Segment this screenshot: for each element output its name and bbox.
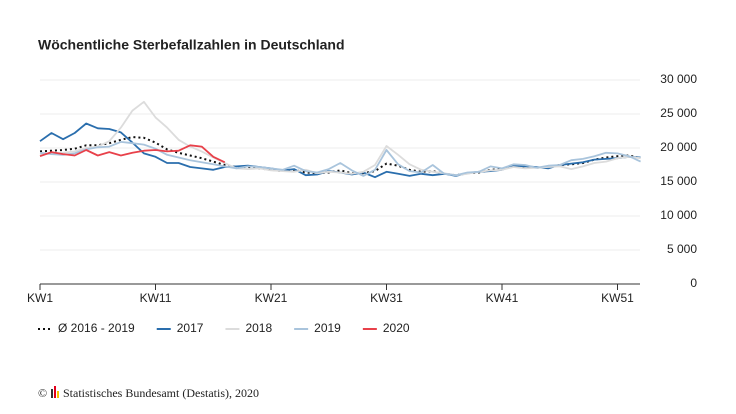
x-tick-label: KW21 bbox=[255, 291, 288, 305]
destatis-logo bbox=[51, 386, 59, 398]
legend-label: 2020 bbox=[383, 321, 410, 335]
line-series bbox=[39, 122, 641, 179]
y-tick-label: 0 bbox=[690, 276, 697, 290]
line-series bbox=[39, 144, 226, 164]
x-tick-label: KW31 bbox=[370, 291, 403, 305]
x-tick-label: KW51 bbox=[601, 291, 634, 305]
y-tick-label: 30 000 bbox=[660, 72, 697, 86]
y-tick-label: 20 000 bbox=[660, 140, 697, 154]
y-tick-label: 25 000 bbox=[660, 106, 697, 120]
x-tick-label: KW1 bbox=[27, 291, 53, 305]
legend-label: 2017 bbox=[177, 321, 204, 335]
y-tick-label: 15 000 bbox=[660, 174, 697, 188]
chart-title: Wöchentliche Sterbefallzahlen in Deutsch… bbox=[38, 37, 345, 53]
y-tick-label: 5 000 bbox=[667, 242, 697, 256]
legend-label: Ø 2016 - 2019 bbox=[58, 321, 135, 335]
y-tick-label: 10 000 bbox=[660, 208, 697, 222]
line-series bbox=[39, 141, 641, 177]
x-tick-label: KW41 bbox=[486, 291, 519, 305]
source: Statistisches Bundesamt (Destatis), 2020 bbox=[63, 386, 259, 400]
line-series bbox=[39, 136, 641, 177]
credit: © bbox=[38, 386, 47, 400]
legend-label: 2018 bbox=[245, 321, 272, 335]
x-tick-label: KW11 bbox=[140, 291, 172, 305]
legend-label: 2019 bbox=[314, 321, 341, 335]
